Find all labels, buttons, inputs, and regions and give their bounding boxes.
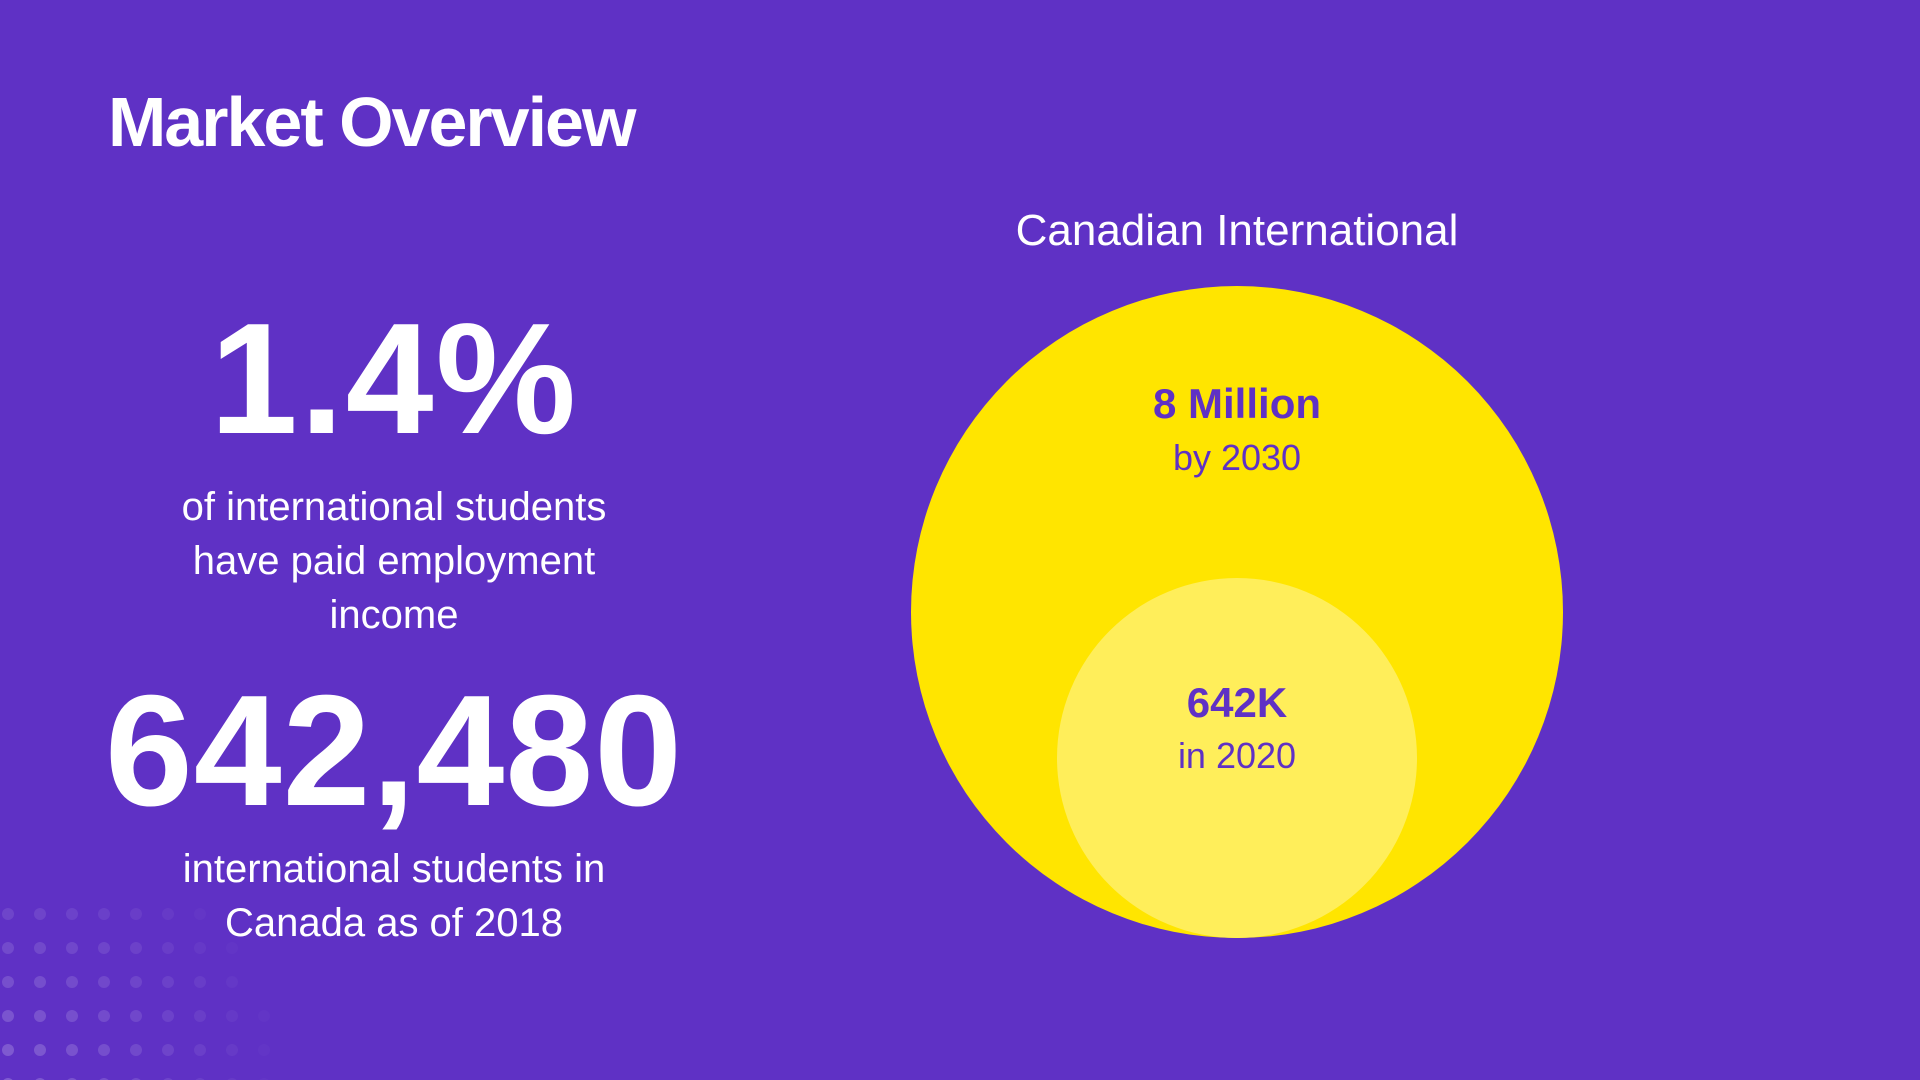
decorative-dot (130, 1010, 142, 1022)
decorative-dot-pattern (2, 908, 270, 1080)
stat-value-employment: 1.4% (209, 291, 579, 467)
decorative-dot (34, 1010, 46, 1022)
decorative-dot (66, 1010, 78, 1022)
decorative-dot (194, 908, 206, 920)
decorative-dot (34, 908, 46, 920)
bubble-2030-sublabel: by 2030 (1173, 437, 1301, 478)
stat-value-students: 642,480 (104, 663, 684, 839)
decorative-dot (2, 976, 14, 988)
decorative-dot (194, 1010, 206, 1022)
chart-title: Canadian International (1015, 206, 1459, 255)
decorative-dot (194, 976, 206, 988)
decorative-dot (130, 942, 142, 954)
decorative-dot (130, 976, 142, 988)
decorative-dot (226, 1010, 238, 1022)
decorative-dot (162, 1010, 174, 1022)
decorative-dot (162, 1044, 174, 1056)
decorative-dot (258, 1044, 270, 1056)
decorative-dot (98, 976, 110, 988)
decorative-dot (130, 908, 142, 920)
decorative-dot (98, 1010, 110, 1022)
decorative-dot (226, 942, 238, 954)
decorative-dot (66, 942, 78, 954)
decorative-dot (130, 1044, 142, 1056)
slide-title: Market Overview (108, 83, 636, 161)
decorative-dot (34, 942, 46, 954)
decorative-dot (66, 976, 78, 988)
decorative-dot (258, 1010, 270, 1022)
stat-description-students: international students in Canada as of 2… (182, 847, 606, 945)
decorative-dot (98, 908, 110, 920)
decorative-dot (2, 942, 14, 954)
bubble-2020 (1057, 578, 1417, 938)
decorative-dot (98, 1044, 110, 1056)
bubble-2030-label: 8 Million (1153, 380, 1321, 427)
decorative-dot (226, 976, 238, 988)
decorative-dot (162, 976, 174, 988)
bubble-2020-sublabel: in 2020 (1178, 735, 1296, 776)
decorative-dot (34, 976, 46, 988)
decorative-dot (98, 942, 110, 954)
decorative-dot (2, 1044, 14, 1056)
stat-description-employment: of international students have paid empl… (181, 485, 607, 637)
decorative-dot (162, 942, 174, 954)
decorative-dot (34, 1044, 46, 1056)
decorative-dot (66, 908, 78, 920)
decorative-dot (2, 1010, 14, 1022)
decorative-dot (2, 908, 14, 920)
decorative-dot (194, 942, 206, 954)
decorative-dot (162, 908, 174, 920)
decorative-dot (66, 1044, 78, 1056)
bubble-2020-label: 642K (1187, 679, 1287, 726)
decorative-dot (226, 1044, 238, 1056)
decorative-dot (194, 1044, 206, 1056)
